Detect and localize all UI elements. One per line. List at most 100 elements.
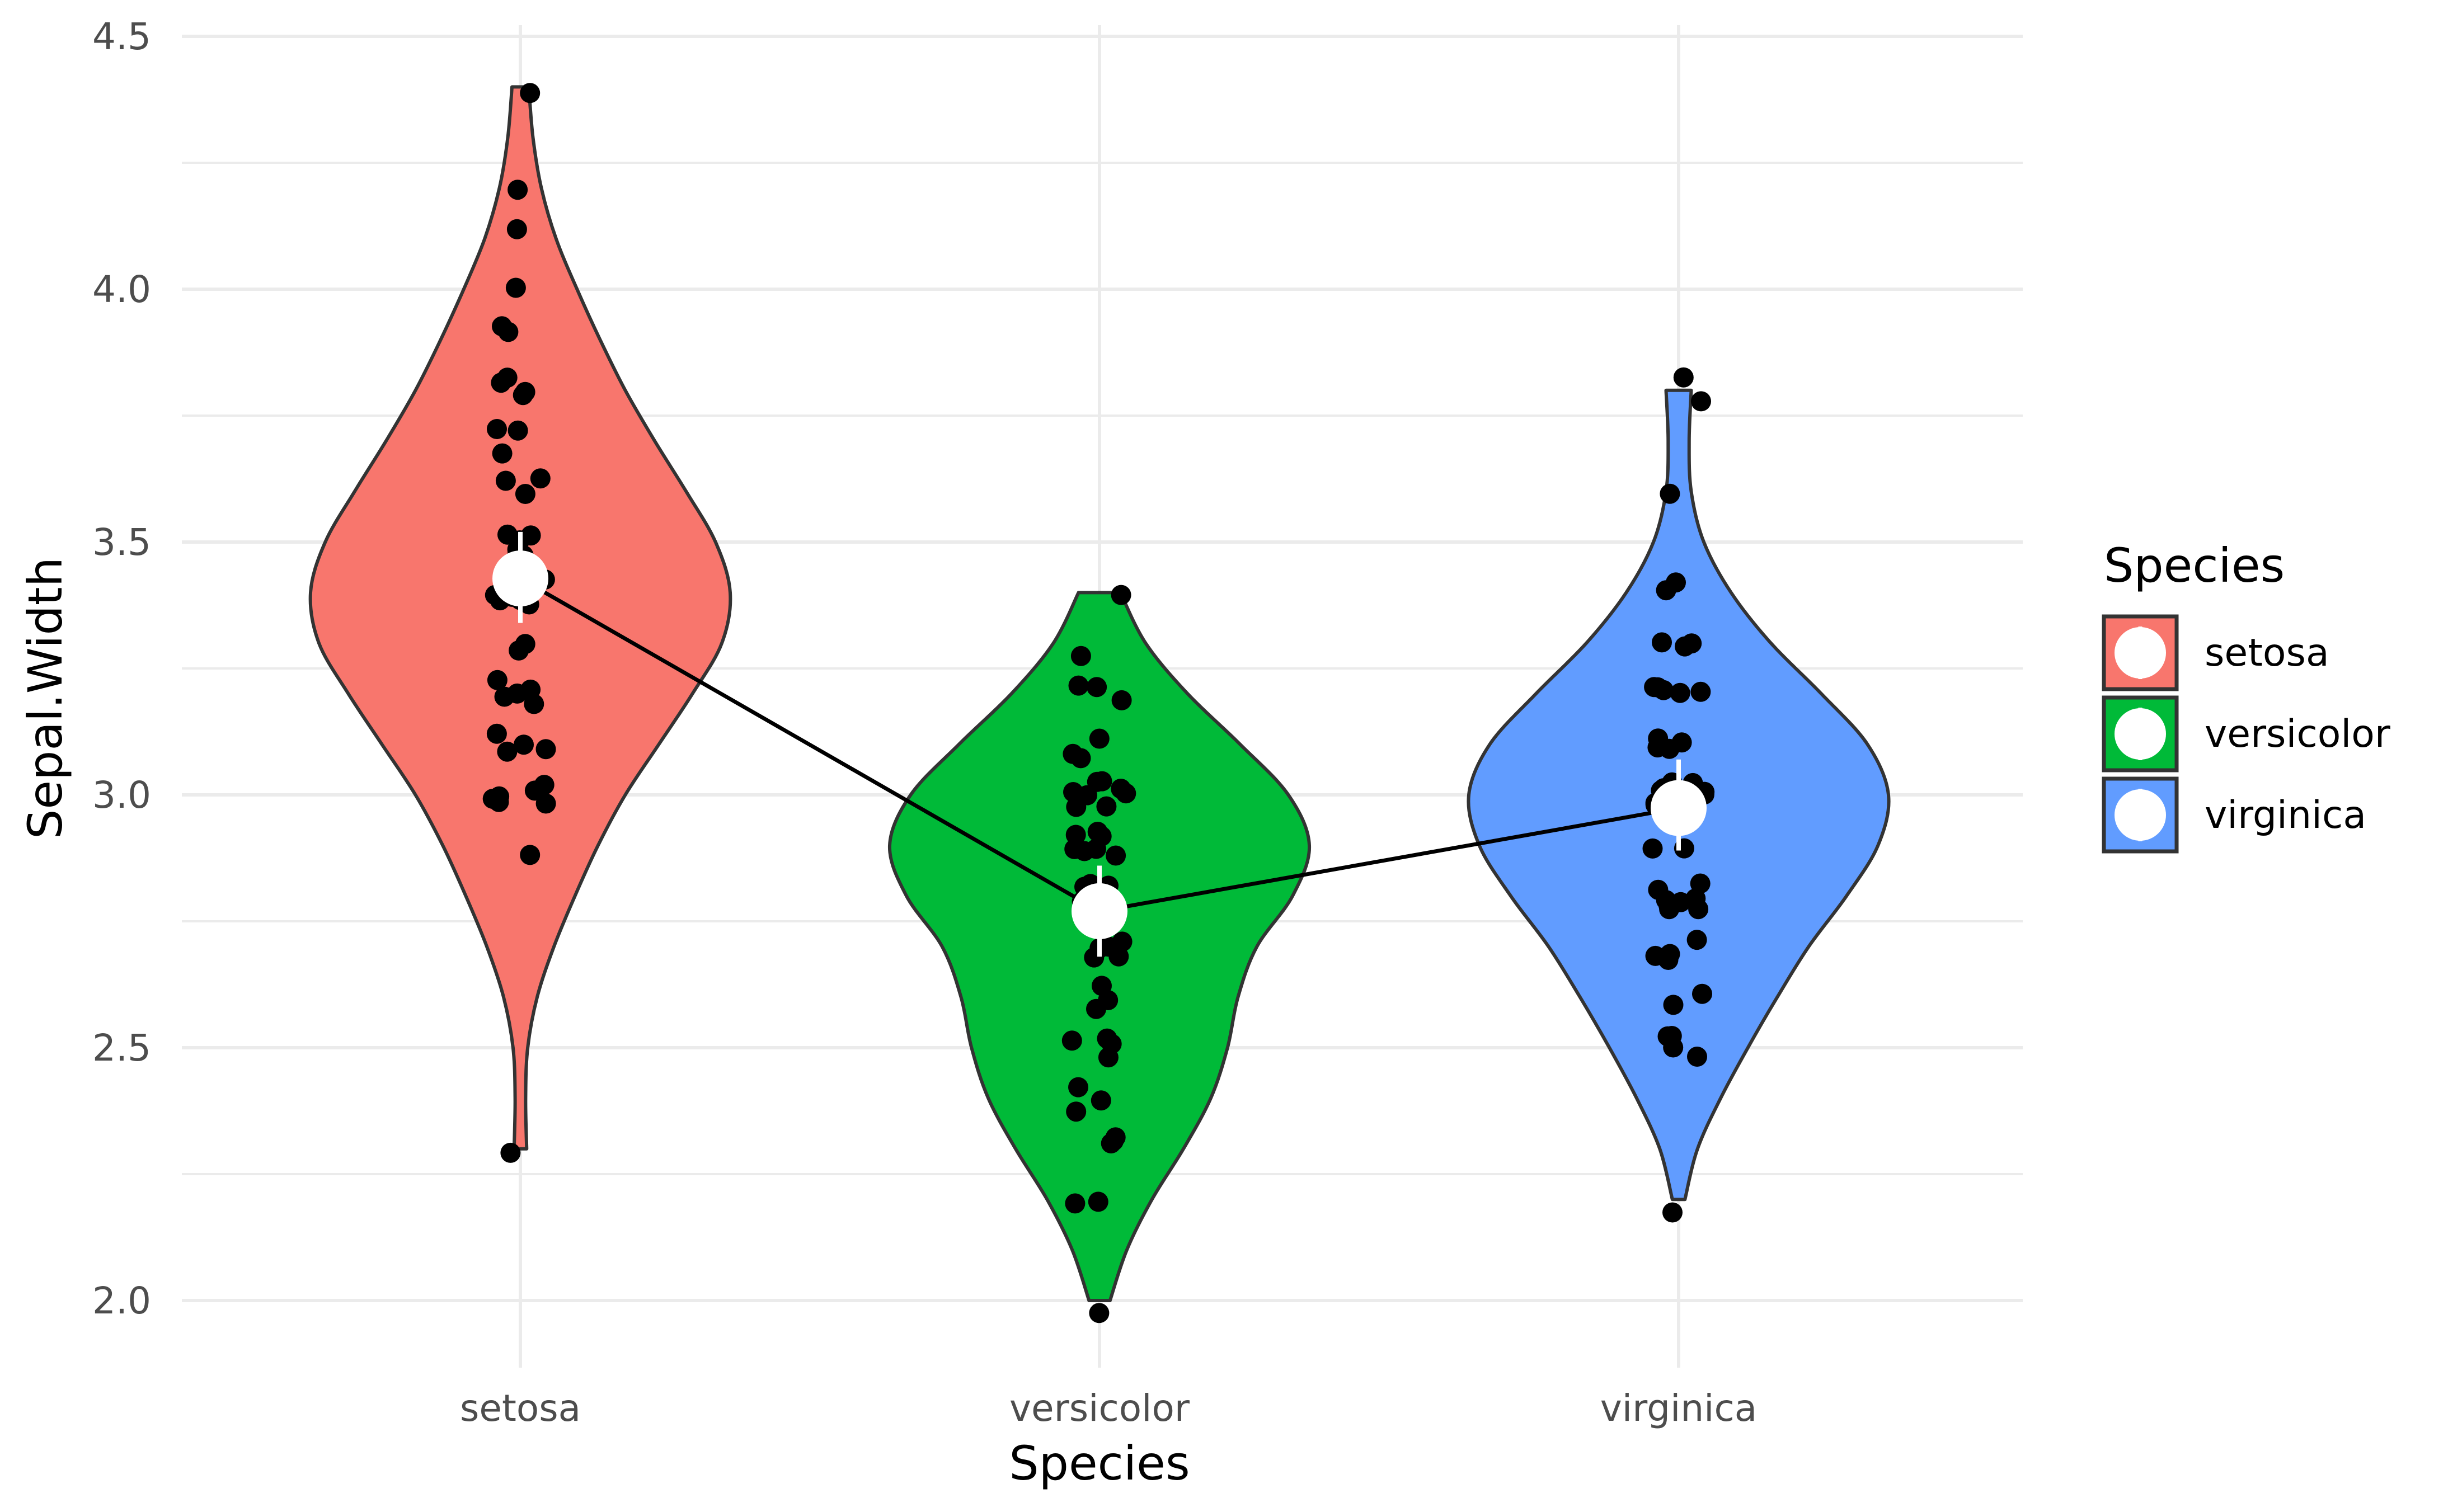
- data-point: [1061, 1030, 1082, 1051]
- x-tick-label: setosa: [460, 1387, 581, 1430]
- data-point: [497, 368, 518, 388]
- data-point: [494, 686, 515, 707]
- legend: Species setosa versicolor virginica: [2102, 538, 2390, 854]
- data-point: [1089, 728, 1110, 749]
- data-point: [1660, 944, 1680, 964]
- data-point: [1070, 748, 1091, 769]
- data-point: [1086, 839, 1106, 859]
- data-point: [492, 316, 512, 337]
- data-point: [1111, 779, 1131, 799]
- data-point: [1673, 367, 1694, 388]
- data-point: [1087, 822, 1108, 842]
- data-point: [514, 734, 534, 755]
- data-point: [508, 180, 528, 200]
- data-point: [1091, 1090, 1111, 1111]
- data-point: [520, 525, 541, 546]
- y-tick-label: 2.0: [92, 1279, 151, 1322]
- legend-label: setosa: [2205, 631, 2329, 675]
- data-point: [487, 670, 508, 690]
- data-point: [1686, 930, 1707, 950]
- data-point: [1097, 1028, 1117, 1049]
- data-point: [1098, 1047, 1119, 1068]
- data-point: [1653, 680, 1674, 700]
- legend-key-marker: [2115, 627, 2166, 679]
- data-point: [495, 470, 516, 491]
- x-tick-label: versicolor: [1009, 1387, 1190, 1430]
- data-point: [1064, 839, 1085, 859]
- data-point: [1063, 782, 1083, 802]
- data-point: [1652, 632, 1672, 653]
- data-point: [520, 845, 541, 865]
- data-point: [1658, 895, 1679, 916]
- data-point: [1685, 888, 1706, 909]
- data-point: [1112, 931, 1133, 952]
- y-tick-label: 4.5: [92, 15, 151, 58]
- data-point: [1096, 796, 1117, 817]
- data-point: [535, 739, 556, 760]
- data-point: [1092, 771, 1112, 792]
- data-point: [515, 484, 535, 504]
- data-point: [1666, 572, 1686, 593]
- data-point: [1692, 983, 1712, 1004]
- data-point: [1670, 682, 1690, 703]
- data-point: [1642, 838, 1663, 859]
- data-point: [1691, 391, 1711, 412]
- data-point: [1671, 732, 1692, 753]
- mean-layer: [492, 531, 1707, 957]
- data-point: [486, 723, 507, 744]
- data-point: [1647, 737, 1668, 758]
- data-point: [534, 775, 555, 795]
- data-point: [505, 277, 526, 298]
- data-point: [497, 741, 518, 762]
- x-tick-label: virginica: [1600, 1387, 1758, 1430]
- legend-title: Species: [2104, 538, 2285, 593]
- data-point: [1103, 1131, 1124, 1151]
- data-point: [1068, 1077, 1088, 1098]
- legend-key-marker: [2115, 708, 2166, 760]
- legend-label: versicolor: [2205, 712, 2390, 756]
- data-point: [1089, 1303, 1110, 1323]
- data-point: [1088, 1191, 1108, 1212]
- legend-key-marker: [2115, 789, 2166, 841]
- data-point: [1098, 990, 1119, 1010]
- data-point: [1663, 995, 1684, 1015]
- y-tick-label: 3.0: [92, 774, 151, 817]
- mean-marker: [1651, 780, 1707, 836]
- data-point: [520, 83, 541, 103]
- data-point: [1068, 675, 1089, 696]
- data-point: [1661, 1026, 1682, 1046]
- data-point: [1065, 1193, 1086, 1214]
- x-axis-title: Species: [1009, 1436, 1190, 1491]
- legend-items: setosa versicolor virginica: [2102, 614, 2390, 854]
- data-point: [1690, 681, 1711, 702]
- data-point: [515, 381, 535, 402]
- y-axis-title: Sepal.Width: [18, 557, 73, 839]
- data-point: [1106, 845, 1126, 866]
- data-point: [1687, 1047, 1707, 1067]
- y-tick-label: 4.0: [92, 268, 151, 311]
- y-tick-label: 2.5: [92, 1026, 151, 1070]
- data-point: [482, 789, 503, 809]
- data-point: [515, 634, 535, 654]
- data-point: [497, 524, 518, 545]
- data-point: [500, 1142, 521, 1163]
- data-point: [1087, 677, 1107, 698]
- data-point: [1066, 1101, 1087, 1122]
- y-tick-label: 3.5: [92, 521, 151, 564]
- data-point: [524, 694, 544, 714]
- data-point: [530, 468, 551, 489]
- data-point: [1660, 483, 1680, 504]
- data-point: [1675, 636, 1695, 657]
- data-point: [506, 219, 527, 239]
- data-point: [492, 443, 513, 464]
- data-point: [1111, 585, 1131, 605]
- data-point: [508, 420, 528, 441]
- data-point: [487, 419, 507, 439]
- tick-layer: 2.0 2.5 3.0 3.5 4.0 4.5 setosa versicolor virgin…: [92, 15, 1757, 1430]
- data-point: [1111, 690, 1132, 710]
- data-point: [1070, 646, 1091, 666]
- legend-label: virginica: [2205, 793, 2366, 837]
- data-point: [1662, 1202, 1683, 1223]
- mean-marker: [492, 550, 548, 607]
